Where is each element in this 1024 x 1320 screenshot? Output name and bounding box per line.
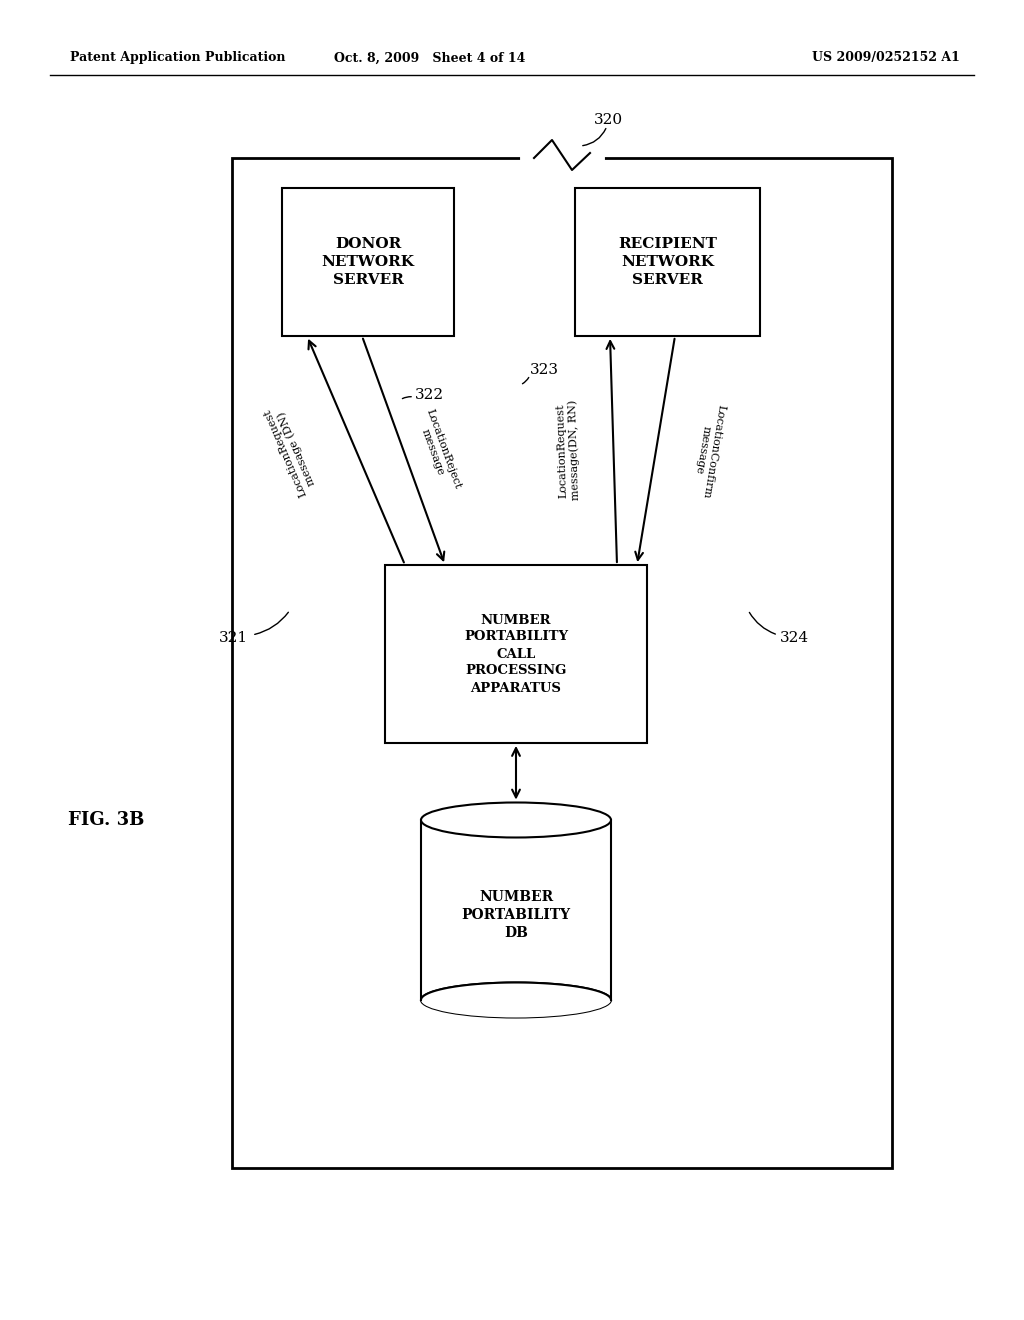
Bar [385,565,647,743]
Text: US 2009/0252152 A1: US 2009/0252152 A1 [812,51,961,65]
Text: NUMBER
PORTABILITY
CALL
PROCESSING
APPARATUS: NUMBER PORTABILITY CALL PROCESSING APPAR… [464,614,568,694]
Text: 322: 322 [415,388,444,403]
Bar [232,158,892,1168]
Bar [282,187,454,337]
Text: Patent Application Publication: Patent Application Publication [70,51,286,65]
Text: 324: 324 [780,631,809,645]
Bar [575,187,760,337]
Ellipse shape [421,982,611,1018]
Text: RECIPIENT
NETWORK
SERVER: RECIPIENT NETWORK SERVER [618,236,717,288]
Text: 321: 321 [219,631,248,645]
Ellipse shape [421,982,611,1018]
Ellipse shape [421,803,611,837]
Text: Oct. 8, 2009   Sheet 4 of 14: Oct. 8, 2009 Sheet 4 of 14 [334,51,525,65]
Text: LocationConfirm
message: LocationConfirm message [689,401,726,499]
Text: 323: 323 [530,363,559,378]
Text: LocationReject
message: LocationReject message [414,407,463,494]
Text: DONOR
NETWORK
SERVER: DONOR NETWORK SERVER [322,236,415,288]
Text: LocationRequest
message(DN, RN): LocationRequest message(DN, RN) [556,400,582,502]
Text: 320: 320 [594,114,624,127]
Text: NUMBER
PORTABILITY
DB: NUMBER PORTABILITY DB [462,890,570,940]
Text: FIG. 3B: FIG. 3B [68,810,144,829]
Bar [421,820,611,1001]
Text: LocationRequest
message (DN): LocationRequest message (DN) [262,403,319,499]
